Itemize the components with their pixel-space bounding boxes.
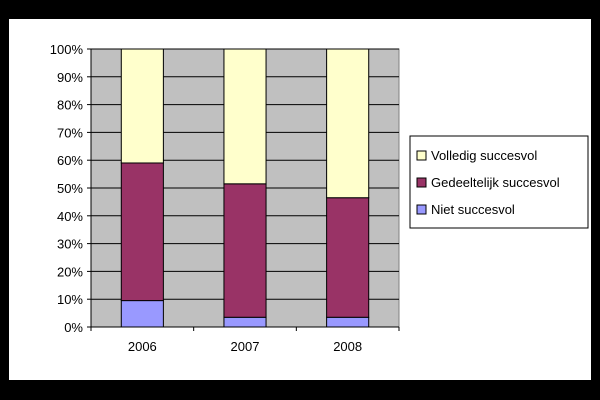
legend-label: Gedeeltelijk succesvol <box>431 175 560 190</box>
y-tick-label: 90% <box>57 70 83 85</box>
y-axis: 0% 10% 20% 30% 40% 50% 60% 70% 80% 90% 100% <box>50 42 92 335</box>
bar-segment <box>326 48 370 199</box>
bar-segment <box>223 183 267 318</box>
legend-label: Niet succesvol <box>431 202 515 217</box>
y-tick-label: 10% <box>57 292 83 307</box>
chart-frame: 0% 10% 20% 30% 40% 50% 60% 70% 80% 90% 100% 2006 20… <box>9 19 591 380</box>
legend-swatch <box>416 204 427 215</box>
bar-segment <box>223 48 267 185</box>
bar-segment <box>223 316 267 328</box>
y-tick-label: 0% <box>64 320 83 335</box>
bar-segment <box>326 197 370 318</box>
legend: Volledig succesvol Gedeeltelijk succesvol… <box>409 135 589 229</box>
x-tick-label: 2006 <box>128 339 157 354</box>
y-tick-label: 70% <box>57 125 83 140</box>
bar-segment <box>120 48 164 164</box>
y-tick-label: 40% <box>57 209 83 224</box>
y-tick-label: 80% <box>57 98 83 113</box>
x-tick-label: 2007 <box>231 339 260 354</box>
bars <box>120 48 370 328</box>
y-tick-label: 30% <box>57 237 83 252</box>
y-tick-label: 100% <box>50 42 84 57</box>
stacked-percent-bar-chart: 0%10%20%30%40%50%60%70%80%90%100% 2006 20… <box>50 42 589 354</box>
bar-segment <box>326 316 370 328</box>
legend-label: Volledig succesvol <box>431 148 537 163</box>
legend-swatch <box>416 177 427 188</box>
y-tick-label: 60% <box>57 153 83 168</box>
bar-segment <box>120 162 164 302</box>
legend-box <box>409 135 589 229</box>
x-tick-label: 2008 <box>333 339 362 354</box>
y-tick-label: 20% <box>57 264 83 279</box>
y-tick-label: 50% <box>57 181 83 196</box>
x-axis: 2006 2007 2008 <box>90 326 400 354</box>
bar-segment <box>120 300 164 328</box>
legend-swatch <box>416 150 427 161</box>
